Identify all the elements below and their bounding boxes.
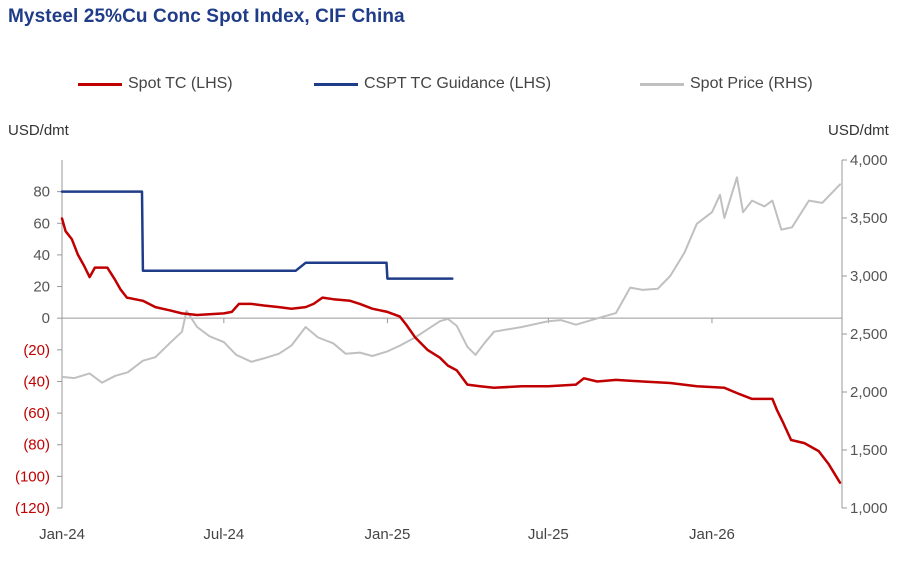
legend-swatch-spot-price xyxy=(640,82,684,86)
left-axis-tick-label: (120) xyxy=(15,500,50,517)
right-axis-tick-label: 1,000 xyxy=(850,500,888,517)
spot-tc-line xyxy=(60,217,842,484)
left-axis-tick-label: 80 xyxy=(33,184,50,201)
legend-label-spot-tc: Spot TC (LHS) xyxy=(128,75,233,92)
x-axis-tick-label: Jan-25 xyxy=(364,526,410,543)
x-axis-tick-label: Jul-24 xyxy=(203,526,244,543)
x-axis-tick-label: Jan-24 xyxy=(39,526,85,543)
left-axis-tick-label: (80) xyxy=(23,437,50,454)
right-axis-tick-label: 2,000 xyxy=(850,384,888,401)
left-axis-tick-label: 20 xyxy=(33,279,50,296)
legend-item-cspt-tc: CSPT TC Guidance (LHS) xyxy=(314,72,551,96)
right-axis-tick-label: 4,000 xyxy=(850,152,888,169)
x-axis-tick-label: Jul-25 xyxy=(528,526,569,543)
legend-label-spot-price: Spot Price (RHS) xyxy=(690,75,813,92)
right-axis-tick-label: 3,000 xyxy=(850,268,888,285)
right-axis-unit-label: USD/dmt xyxy=(828,122,889,139)
legend-label-cspt-tc: CSPT TC Guidance (LHS) xyxy=(364,75,552,92)
left-axis-tick-label: 60 xyxy=(33,215,50,232)
right-axis-tick-label: 3,500 xyxy=(850,210,888,227)
cspt-tc-guidance-line xyxy=(60,190,454,280)
x-axis-tick-label: Jan-26 xyxy=(689,526,735,543)
legend-swatch-cspt-tc xyxy=(314,82,358,86)
left-axis-tick-label: 40 xyxy=(33,247,50,264)
chart-title: Mysteel 25%Cu Conc Spot Index, CIF China xyxy=(8,6,405,27)
chart-legend: Spot TC (LHS) CSPT TC Guidance (LHS) Spo… xyxy=(0,72,908,96)
left-axis-tick-label: (60) xyxy=(23,405,50,422)
left-axis-tick-label: (20) xyxy=(23,342,50,359)
left-axis-tick-label: 0 xyxy=(42,310,50,327)
legend-item-spot-tc: Spot TC (LHS) xyxy=(78,72,233,96)
spot-price-line xyxy=(61,176,841,384)
legend-item-spot-price: Spot Price (RHS) xyxy=(640,72,813,96)
left-axis-tick-label: (100) xyxy=(15,468,50,485)
right-axis-tick-label: 2,500 xyxy=(850,326,888,343)
left-axis-unit-label: USD/dmt xyxy=(8,122,69,139)
right-axis-tick-label: 1,500 xyxy=(850,442,888,459)
left-axis-tick-label: (40) xyxy=(23,373,50,390)
legend-swatch-spot-tc xyxy=(78,82,122,86)
